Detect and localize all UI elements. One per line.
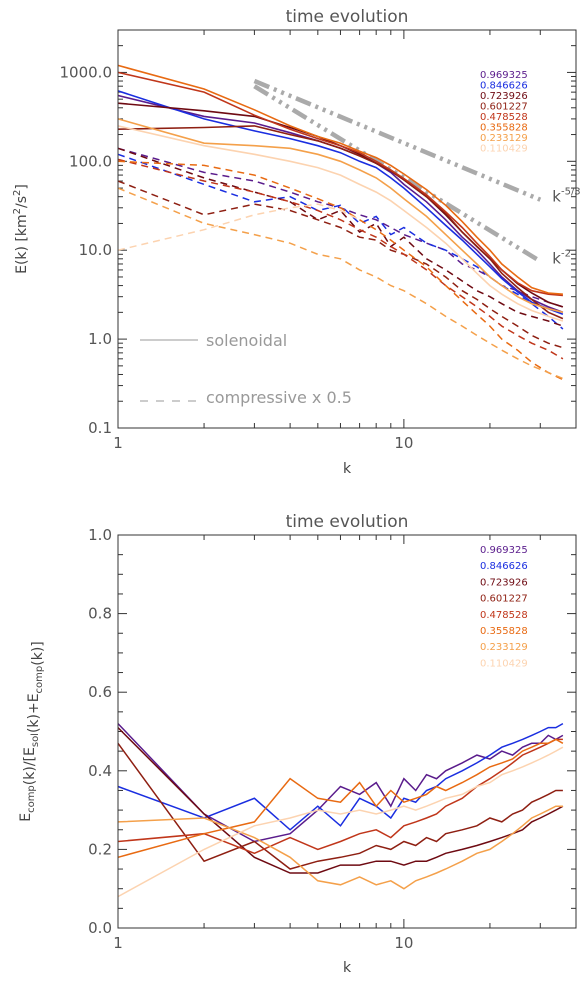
plot-frame — [117, 29, 577, 429]
compressive-line-0.846626 — [117, 153, 564, 330]
y-tick-label: 1.0 — [88, 330, 112, 348]
compressive-line-0.478528 — [117, 158, 564, 360]
chart-title: time evolution — [286, 7, 409, 27]
legend-entry-0.233129: 0.233129 — [480, 642, 528, 653]
y-tick-label: 0.0 — [88, 919, 112, 937]
chart-title: time evolution — [286, 512, 409, 532]
ratio-line-0.110429 — [117, 746, 564, 898]
legend-entry-0.723926: 0.723926 — [480, 91, 528, 102]
legend-entry-0.110429: 0.110429 — [480, 658, 528, 669]
compressive-line-0.233129 — [117, 187, 564, 380]
legend-entry-0.846626: 0.846626 — [480, 81, 528, 92]
solenoidal-line-0.355828 — [117, 64, 563, 295]
x-tick-label: 10 — [394, 434, 413, 452]
y-tick-label: 100.0 — [69, 152, 112, 170]
ratio-line-0.601227 — [117, 742, 563, 870]
compressive-line-0.110429 — [117, 203, 360, 251]
ratio-line-0.723926 — [117, 727, 564, 874]
style-legend-solid-label: solenoidal — [206, 331, 287, 350]
solenoidal-line-0.601227 — [117, 125, 564, 320]
legend-entry-0.969325: 0.969325 — [480, 545, 528, 556]
plot-frame — [117, 534, 577, 929]
y-tick-label: 0.8 — [88, 605, 112, 623]
compressive-line-0.355828 — [117, 160, 564, 381]
x-axis-label: k — [343, 960, 352, 976]
legend-entry-0.355828: 0.355828 — [480, 626, 528, 637]
ratio-line-0.355828 — [117, 738, 564, 859]
x-tick-label: 10 — [394, 934, 413, 952]
panel-energy-spectrum: time evolution 0.1 1.0 10.0 100.0 1000.0 1 10 k E… — [12, 7, 581, 477]
y-axis-label: Ecomp(k)/[Esol(k)+Ecomp(k)] — [18, 641, 46, 822]
reference-line-2 — [253, 84, 542, 264]
y-tick-label: 0.6 — [88, 683, 112, 701]
ratio-line-0.233129 — [117, 805, 563, 890]
compressive-line-0.601227 — [117, 180, 564, 349]
legend-entry-0.233129: 0.233129 — [480, 133, 528, 144]
solenoidal-line-0.110429 — [117, 125, 564, 322]
y-tick-label: 10.0 — [79, 241, 112, 259]
legend-entry-0.478528: 0.478528 — [480, 610, 528, 621]
solenoidal-line-0.233129 — [117, 118, 564, 314]
y-tick-label: 1.0 — [88, 526, 112, 544]
reference-label-1: k-5/3 — [552, 187, 580, 206]
x-tick-label: 1 — [113, 934, 123, 952]
compressive-line-0.723926 — [117, 147, 564, 327]
x-tick-label: 1 — [113, 434, 123, 452]
legend-entry-0.723926: 0.723926 — [480, 577, 528, 588]
legend-entry-0.601227: 0.601227 — [480, 102, 528, 113]
legend-entry-0.355828: 0.355828 — [480, 123, 528, 134]
x-axis-label: k — [343, 461, 352, 477]
style-legend-dashed-label: compressive x 0.5 — [206, 388, 352, 407]
legend-entry-0.478528: 0.478528 — [480, 112, 528, 123]
y-tick-label: 0.1 — [88, 419, 112, 437]
legend-entry-0.846626: 0.846626 — [480, 561, 528, 572]
legend-entry-0.110429: 0.110429 — [480, 144, 528, 155]
solenoidal-line-0.969325 — [117, 94, 564, 314]
ratio-line-0.969325 — [117, 723, 564, 843]
solenoidal-line-0.846626 — [117, 90, 564, 316]
y-tick-label: 1000.0 — [60, 63, 113, 81]
solenoidal-line-0.478528 — [117, 71, 563, 297]
panel-compressive-ratio: time evolution 0.0 0.2 0.4 0.6 0.8 1.0 1 10 k Ecom… — [18, 512, 577, 976]
reference-label-2: k-2 — [552, 248, 571, 267]
y-tick-label: 0.4 — [88, 762, 112, 780]
legend-entry-0.969325: 0.969325 — [480, 70, 528, 81]
ratio-line-0.478528 — [117, 738, 563, 855]
y-tick-label: 0.2 — [88, 840, 112, 858]
y-axis-label: E(k) [km2/s2] — [12, 184, 30, 274]
reference-line-1 — [253, 78, 542, 202]
legend-entry-0.601227: 0.601227 — [480, 594, 528, 605]
